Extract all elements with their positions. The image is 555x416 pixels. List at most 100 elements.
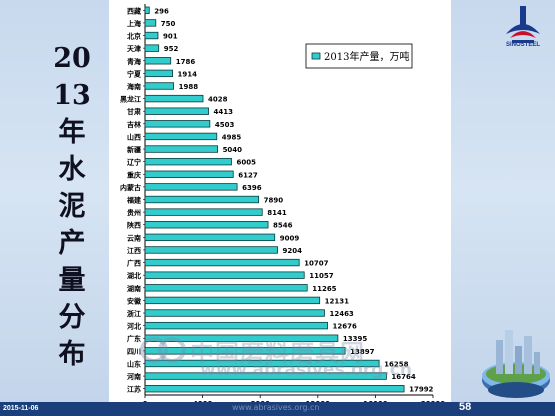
legend-swatch (311, 52, 321, 60)
data-label: 4985 (222, 133, 242, 141)
category-label: 新疆 (127, 145, 141, 154)
data-label: 17992 (409, 386, 433, 394)
bar-12 (144, 157, 232, 166)
data-label: 6127 (238, 171, 258, 179)
data-label: 11265 (312, 285, 336, 293)
bar-13 (144, 170, 234, 178)
category-label: 山东 (127, 359, 141, 368)
bar-22 (144, 284, 308, 292)
bar-14 (144, 183, 238, 191)
category-label: 天津 (127, 44, 141, 53)
data-label: 4503 (215, 121, 235, 129)
bar-10 (144, 132, 218, 141)
bar-0 (144, 6, 150, 14)
category-label: 湖南 (127, 284, 141, 293)
bar-19 (144, 246, 278, 254)
category-label: 贵州 (127, 208, 141, 217)
slide-title: 2013年水泥产量分布 (53, 43, 91, 370)
watermark-logo-icon (140, 337, 186, 363)
bar-2 (144, 31, 159, 40)
category-label: 吉林 (127, 120, 142, 129)
data-label: 9009 (280, 234, 300, 242)
category-label: 甘肃 (127, 107, 141, 116)
category-label: 山西 (127, 132, 141, 141)
data-label: 901 (163, 33, 178, 41)
bar-25 (144, 321, 328, 330)
bar-9 (144, 120, 211, 128)
category-label: 重庆 (127, 170, 141, 179)
data-label: 6005 (236, 159, 256, 167)
data-label: 952 (164, 45, 179, 53)
bar-15 (144, 195, 260, 204)
bar-24 (144, 309, 325, 317)
bar-16 (144, 208, 263, 216)
bar-23 (144, 296, 321, 305)
data-label: 8546 (273, 222, 293, 230)
category-label: 陕西 (127, 221, 141, 230)
bar-1 (144, 19, 157, 27)
data-label: 12131 (325, 297, 349, 305)
bar-7 (144, 94, 204, 103)
data-label: 296 (154, 7, 169, 15)
category-label: 海南 (127, 82, 141, 91)
category-label: 江西 (127, 246, 141, 255)
category-label: 西藏 (127, 6, 141, 15)
category-label: 广东 (127, 334, 141, 343)
bar-6 (144, 82, 175, 90)
globe-city-icon (482, 330, 550, 398)
legend-label: 2013年产量，万吨 (324, 50, 409, 63)
data-label: 1988 (179, 83, 199, 91)
data-label: 10707 (304, 260, 328, 268)
watermark-url: www.abrasives.org.cn (200, 360, 412, 380)
data-label: 16258 (384, 360, 408, 368)
bar-17 (144, 221, 269, 229)
data-label: 8141 (267, 209, 287, 217)
category-label: 内蒙古 (120, 183, 141, 192)
data-label: 13897 (350, 348, 374, 356)
category-label: 北京 (127, 32, 141, 41)
data-label: 7890 (264, 197, 284, 205)
data-label: 11057 (309, 272, 333, 280)
footer-bar (0, 402, 555, 416)
bar-21 (144, 271, 305, 279)
bar-4 (144, 57, 172, 65)
category-label: 黑龙江 (120, 95, 141, 104)
data-label: 12676 (333, 323, 357, 331)
data-label: 13395 (343, 335, 367, 343)
category-label: 广西 (127, 259, 141, 268)
category-label: 云南 (127, 233, 141, 242)
category-label: 上海 (127, 19, 141, 28)
bar-11 (144, 145, 218, 153)
category-label: 河南 (127, 372, 141, 381)
data-label: 4028 (208, 96, 228, 104)
slide-date: 2015-11-06 (3, 405, 39, 412)
sinosteel-logo-icon (506, 6, 540, 43)
bar-5 (144, 69, 173, 78)
data-label: 12463 (329, 310, 353, 318)
data-label: 1786 (176, 58, 196, 66)
category-label: 宁夏 (127, 69, 142, 78)
logo-caption: SINOSTEEL (505, 42, 540, 48)
category-label: 青海 (127, 57, 141, 66)
production-bar-chart: 西藏 296 上海 750 北京 901 天津 952 青海 1786 宁夏 1914 海南 1988 黑龙… (120, 4, 445, 407)
data-label: 16764 (391, 373, 415, 381)
watermark-brand: 中国磨料磨具网 (190, 339, 365, 367)
data-label: 5040 (223, 146, 243, 154)
bar-30 (144, 385, 405, 393)
category-label: 江苏 (127, 385, 141, 394)
category-label: 安徽 (127, 296, 142, 305)
data-label: 6396 (242, 184, 262, 192)
bar-3 (144, 44, 160, 52)
category-label: 浙江 (127, 309, 141, 318)
data-label: 750 (161, 20, 176, 28)
category-label: 四川 (127, 348, 141, 356)
page-number: 58 (459, 401, 472, 413)
data-label: 4413 (214, 108, 234, 116)
category-label: 河北 (127, 322, 141, 331)
category-label: 辽宁 (127, 158, 141, 167)
bar-20 (144, 258, 300, 267)
watermark-footer: www.abrasives.org.cn (232, 403, 320, 412)
chart-panel: 西藏 296 上海 750 北京 901 天津 952 青海 1786 宁夏 1914 海南 1988 黑龙… (109, 0, 451, 407)
data-label: 1914 (178, 70, 198, 78)
category-label: 福建 (126, 196, 142, 205)
